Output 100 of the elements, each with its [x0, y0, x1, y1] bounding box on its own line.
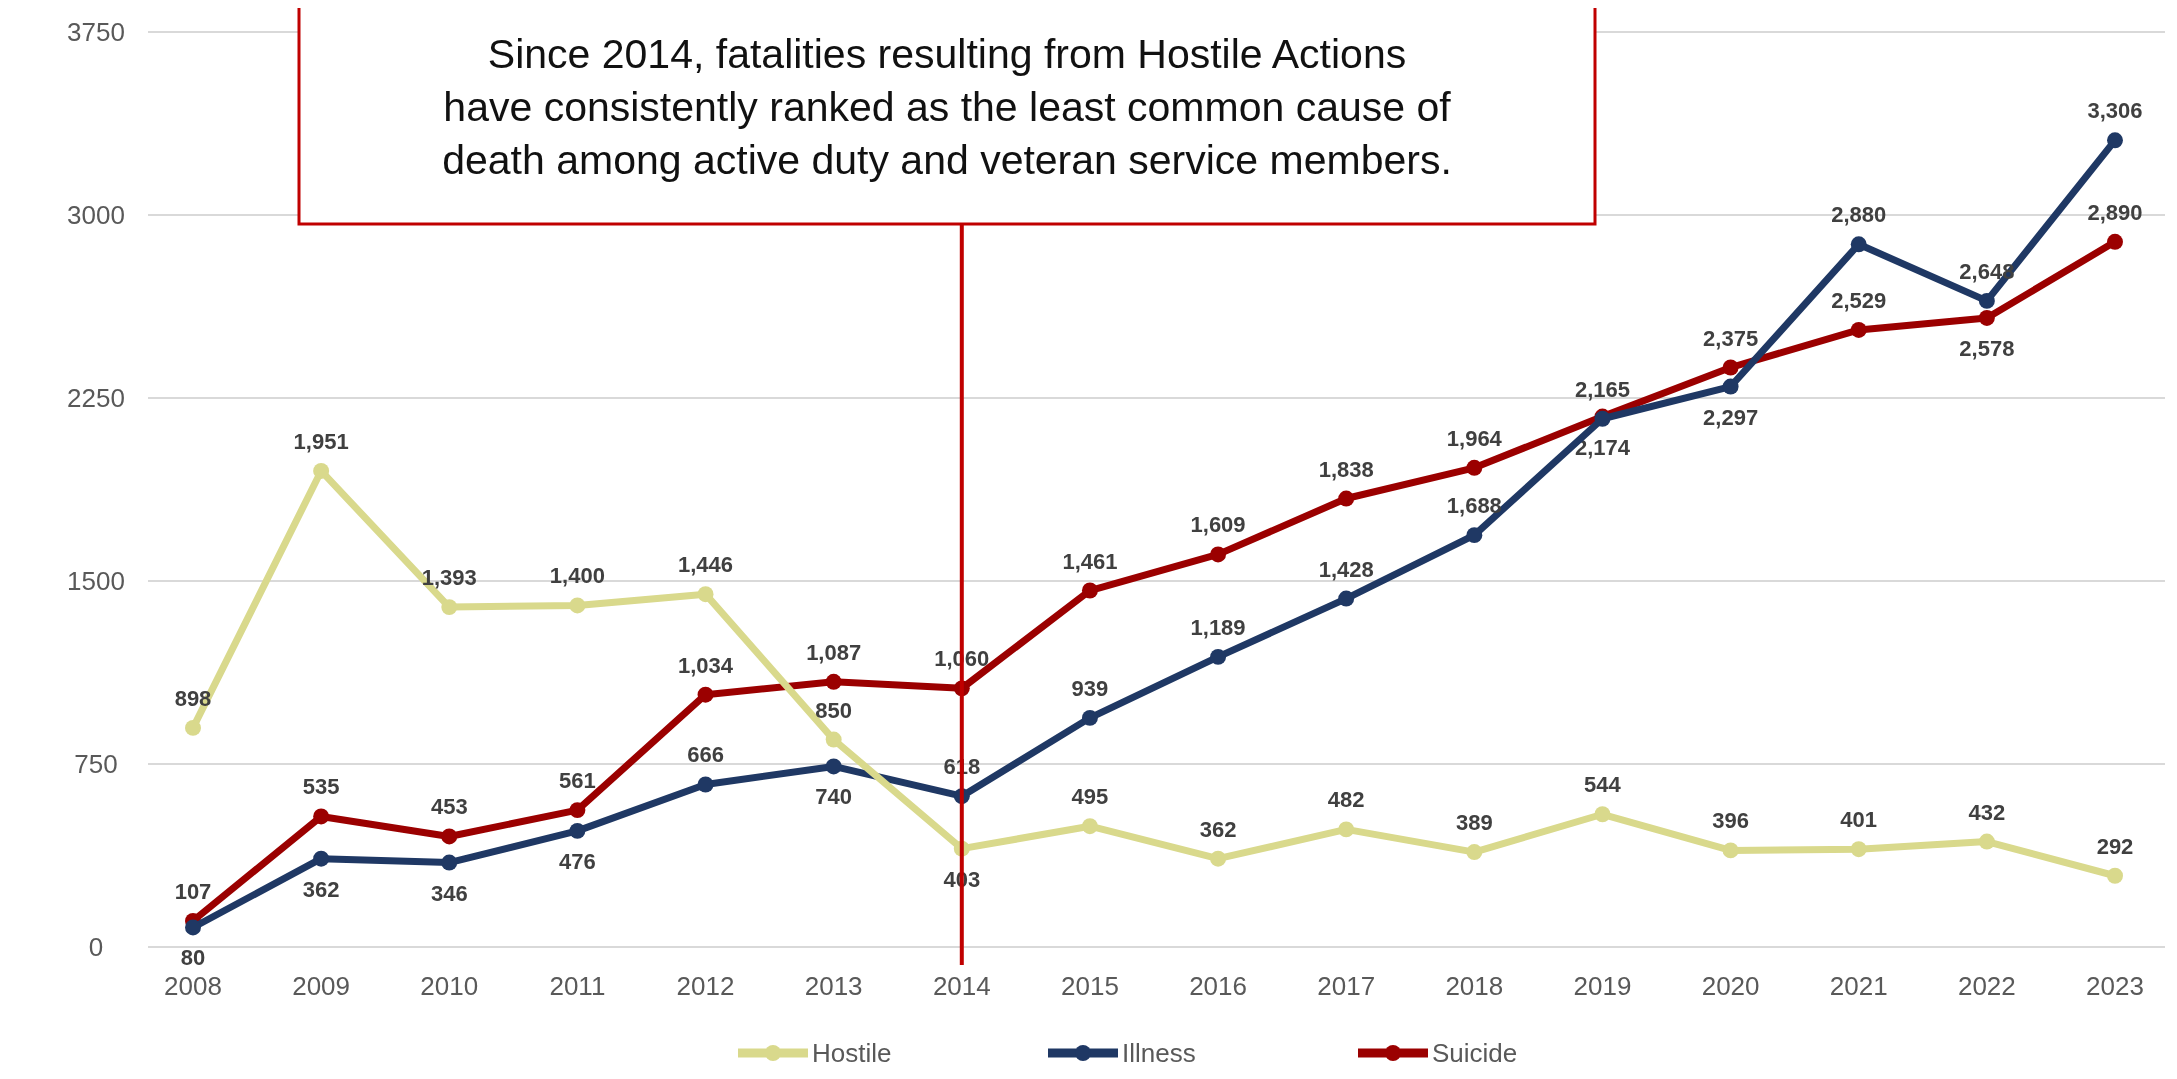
data-label: 561: [559, 768, 596, 794]
data-label: 1,609: [1190, 512, 1246, 538]
point: [1594, 806, 1611, 823]
data-label: 1,688: [1446, 493, 1502, 519]
data-label: 396: [1712, 808, 1749, 834]
point: [569, 802, 586, 819]
data-label: 1,428: [1318, 556, 1374, 582]
y-tick-label: 3750: [67, 17, 125, 47]
point: [441, 854, 458, 871]
data-label: 80: [180, 945, 206, 971]
point: [1850, 841, 1867, 858]
data-label: 107: [174, 878, 212, 904]
data-label: 401: [1840, 807, 1878, 833]
data-label: 2,165: [1574, 376, 1630, 402]
data-label: 535: [302, 774, 340, 800]
legend-label: Illness: [1122, 1038, 1196, 1068]
point: [825, 731, 842, 748]
y-tick-label: 750: [74, 749, 118, 779]
point: [1978, 833, 1995, 850]
data-label: 2,880: [1831, 202, 1887, 228]
y-tick-label: 3000: [67, 200, 125, 230]
data-label: 495: [1071, 784, 1109, 810]
point: [1081, 818, 1098, 835]
point: [2107, 867, 2123, 884]
x-tick-label: 2022: [1957, 971, 2016, 1001]
point: [313, 462, 330, 479]
point: [1338, 490, 1355, 507]
point: [697, 686, 714, 703]
x-tick-label: 2010: [420, 971, 479, 1001]
data-label: 482: [1327, 787, 1365, 813]
point: [441, 599, 458, 616]
x-tick-label: 2012: [676, 971, 735, 1001]
point: [1722, 378, 1739, 395]
x-tick-label: 2023: [2086, 971, 2144, 1001]
point: [697, 776, 714, 793]
point: [1978, 310, 1995, 326]
data-label: 1,461: [1062, 548, 1118, 574]
annotation: Since 2014, fatalities resulting from Hostile Actions have consistently ranked as the least common cause of death among active duty and veteran service members.: [442, 31, 1452, 183]
point: [2107, 233, 2123, 250]
legend-label: Hostile: [812, 1038, 892, 1068]
y-tick-label: 0: [88, 932, 104, 962]
point: [1338, 590, 1355, 607]
x-tick-label: 2013: [804, 971, 863, 1001]
x-tick-label: 2016: [1189, 971, 1247, 1001]
point: [1850, 236, 1867, 253]
x-tick-label: 2008: [164, 971, 222, 1001]
x-tick-label: 2015: [1061, 971, 1119, 1001]
point: [441, 828, 458, 845]
point: [825, 673, 842, 690]
data-label: 1,087: [806, 639, 862, 665]
data-label: 453: [430, 794, 468, 820]
point: [569, 597, 586, 614]
point: [1978, 292, 1995, 309]
data-label: 476: [559, 848, 596, 874]
data-label: 3,306: [2087, 98, 2143, 124]
point: [2107, 132, 2123, 149]
data-label: 544: [1584, 772, 1622, 798]
point: [1081, 709, 1098, 726]
point: [313, 850, 330, 867]
data-label: 1,034: [678, 652, 734, 678]
data-label: 1,189: [1190, 614, 1246, 640]
data-label: 362: [1199, 816, 1237, 842]
data-label: 740: [815, 784, 853, 810]
x-tick-label: 2019: [1573, 971, 1632, 1001]
point: [1722, 359, 1739, 376]
data-label: 1,446: [678, 552, 734, 578]
point: [1722, 842, 1739, 859]
x-tick-label: 2011: [549, 971, 606, 1001]
data-label: 362: [302, 876, 340, 902]
point: [313, 808, 330, 825]
data-label: 292: [2096, 833, 2134, 859]
data-label: 1,393: [421, 565, 477, 591]
legend-label: Suicide: [1432, 1038, 1518, 1068]
x-tick-label: 2021: [1829, 971, 1888, 1001]
data-label: 2,578: [1959, 335, 2015, 361]
data-label: 850: [815, 697, 853, 723]
y-tick-label: 1500: [67, 566, 125, 596]
point: [1210, 850, 1227, 867]
point: [1210, 648, 1227, 665]
data-label: 1,951: [293, 428, 349, 454]
point: [1466, 527, 1483, 544]
x-tick-label: 2020: [1701, 971, 1760, 1001]
data-label: 1,964: [1446, 425, 1503, 451]
x-tick-label: 2009: [292, 971, 351, 1001]
y-tick-label: 2250: [67, 383, 125, 413]
data-label: 2,890: [2087, 199, 2143, 225]
x-tick-label: 2017: [1317, 971, 1376, 1001]
x-tick-label: 2014: [932, 971, 991, 1001]
point: [185, 919, 201, 936]
point: [569, 822, 586, 839]
point: [1850, 321, 1867, 338]
data-label: 666: [687, 742, 724, 768]
point: [1466, 844, 1483, 861]
data-label: 2,529: [1831, 287, 1887, 313]
data-label: 346: [430, 880, 468, 906]
data-label: 939: [1071, 675, 1109, 701]
point: [825, 758, 842, 775]
point: [697, 586, 714, 603]
x-tick-label: 2018: [1445, 971, 1504, 1001]
data-label: 432: [1968, 799, 2006, 825]
